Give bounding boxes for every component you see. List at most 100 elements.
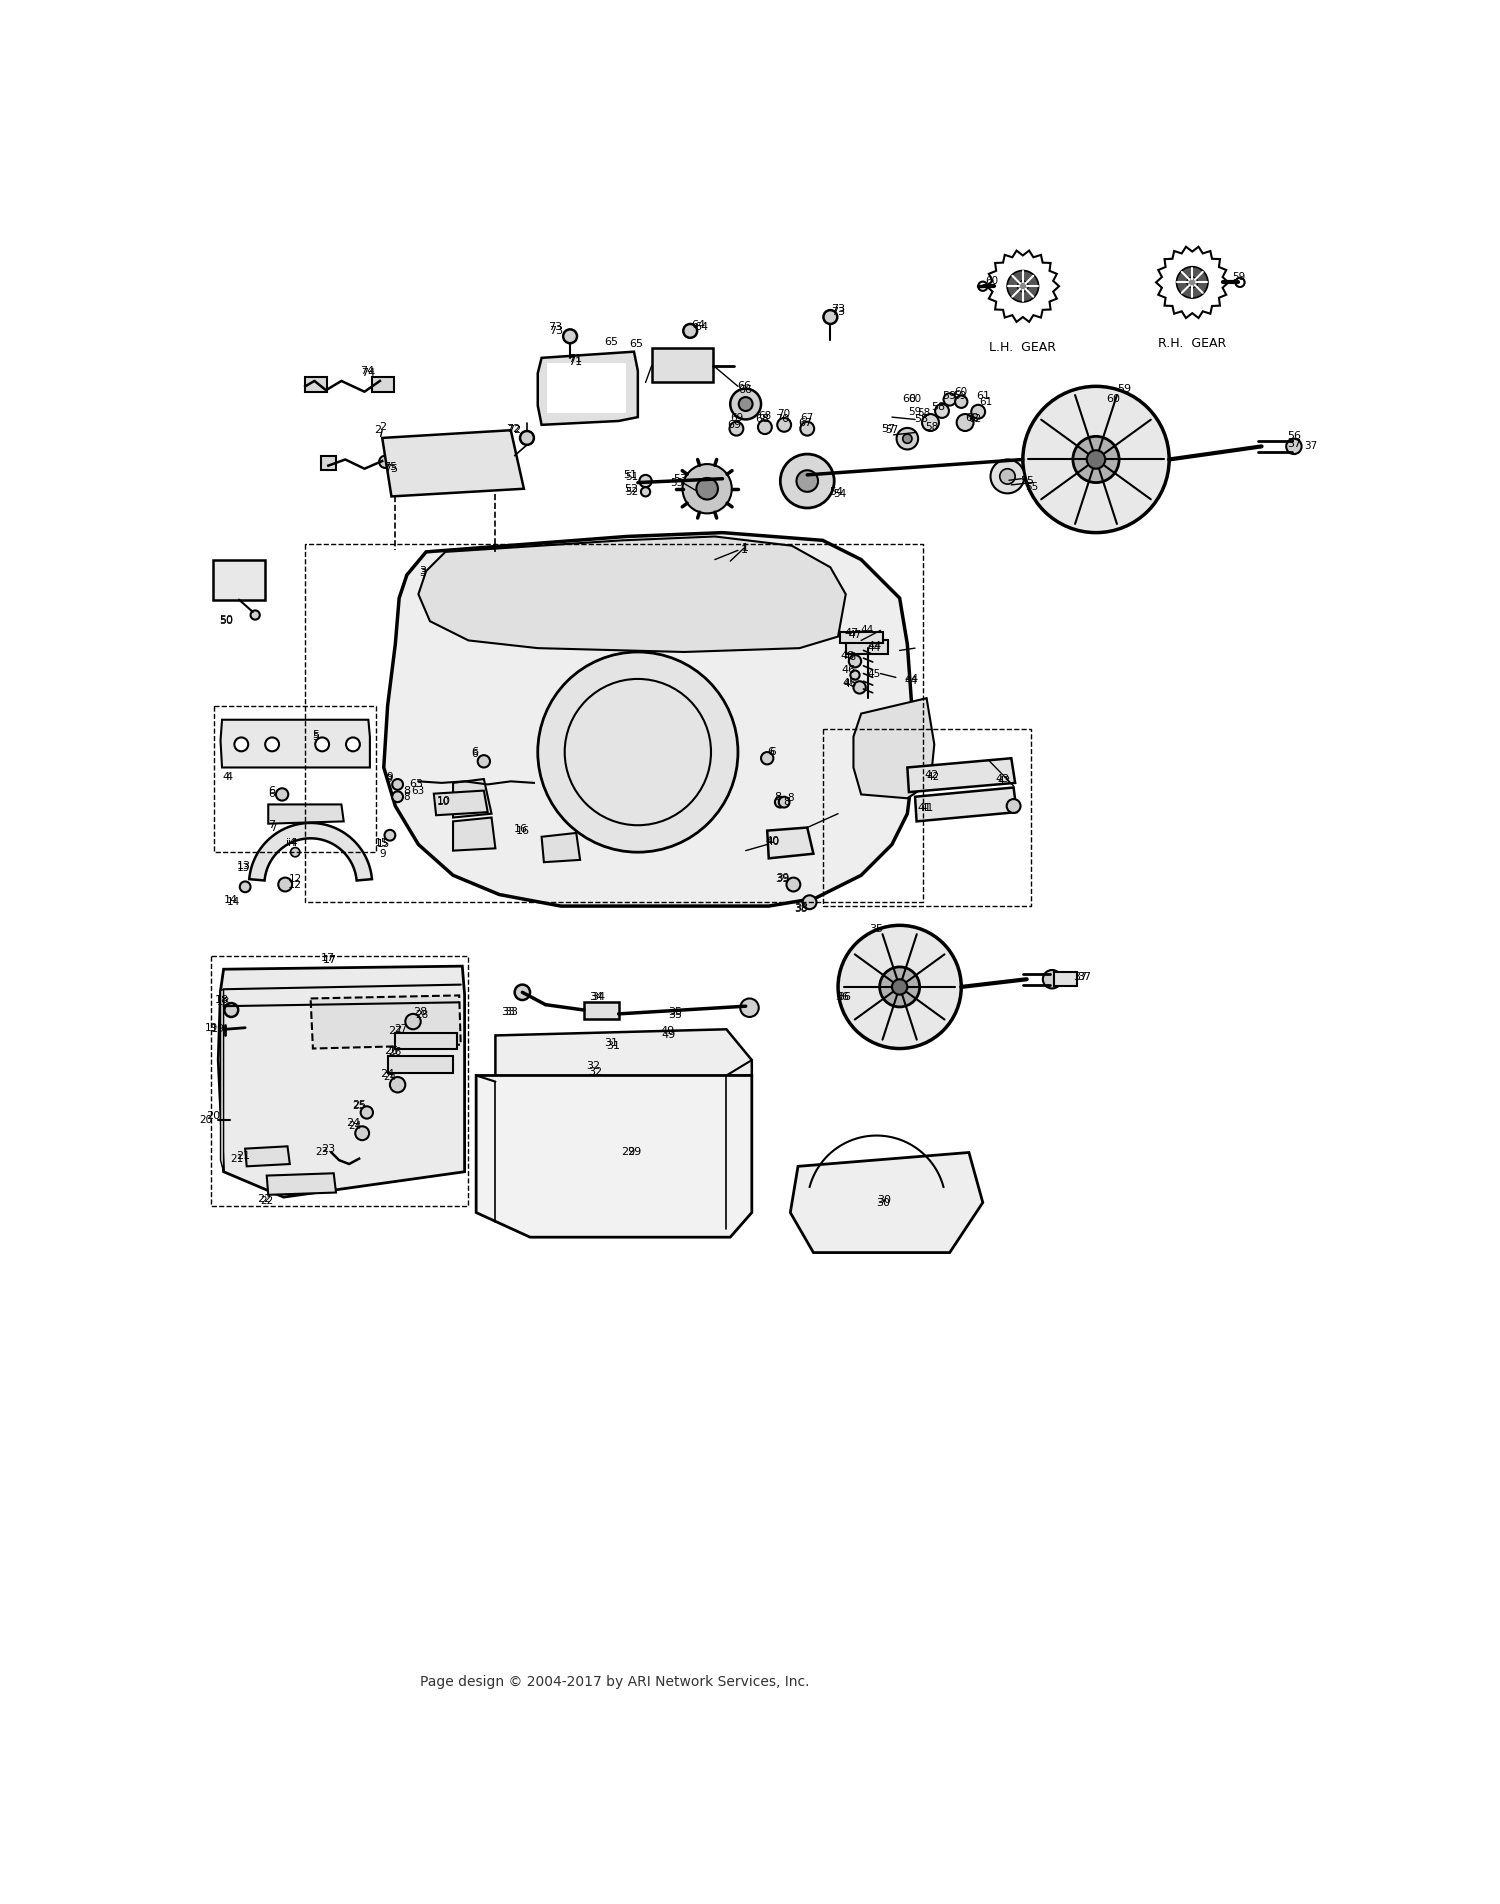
Text: 46: 46 xyxy=(842,666,856,676)
Text: 45: 45 xyxy=(867,668,880,678)
Text: 7: 7 xyxy=(270,823,278,832)
Text: 62: 62 xyxy=(969,415,981,425)
Text: 60: 60 xyxy=(902,394,916,404)
Text: 60: 60 xyxy=(1106,394,1120,404)
Text: 4: 4 xyxy=(226,771,232,783)
Circle shape xyxy=(251,611,260,619)
Text: 40: 40 xyxy=(765,836,780,845)
Circle shape xyxy=(934,404,950,417)
Text: 35: 35 xyxy=(668,1011,682,1021)
Text: 52: 52 xyxy=(626,487,639,497)
Text: 39: 39 xyxy=(776,874,789,883)
Text: 34: 34 xyxy=(591,992,604,1002)
Circle shape xyxy=(405,1013,420,1030)
Text: 43: 43 xyxy=(994,775,1010,784)
Text: 60: 60 xyxy=(986,276,999,286)
Polygon shape xyxy=(244,1146,290,1167)
Circle shape xyxy=(356,1127,369,1140)
Text: 50: 50 xyxy=(219,615,232,625)
Text: 74: 74 xyxy=(360,366,374,375)
Circle shape xyxy=(1007,800,1020,813)
Text: 73: 73 xyxy=(548,322,562,331)
Polygon shape xyxy=(766,828,813,859)
Text: 6: 6 xyxy=(770,746,776,758)
Polygon shape xyxy=(267,1173,336,1196)
Polygon shape xyxy=(220,720,370,767)
Text: 18: 18 xyxy=(214,996,230,1005)
Polygon shape xyxy=(384,533,915,906)
Circle shape xyxy=(853,682,865,693)
Text: 31: 31 xyxy=(606,1041,619,1051)
Bar xyxy=(372,377,394,392)
Circle shape xyxy=(1072,436,1119,482)
Circle shape xyxy=(562,329,578,343)
Circle shape xyxy=(684,324,698,337)
Circle shape xyxy=(360,1106,374,1118)
Text: 44: 44 xyxy=(904,676,918,685)
Text: 67: 67 xyxy=(798,417,813,428)
Text: 42: 42 xyxy=(926,771,939,783)
Text: 44: 44 xyxy=(861,625,874,636)
Text: 10: 10 xyxy=(436,798,450,807)
Circle shape xyxy=(1176,267,1208,299)
Circle shape xyxy=(225,1003,238,1017)
Bar xyxy=(396,1034,458,1049)
Text: 14: 14 xyxy=(226,897,240,906)
Text: 51: 51 xyxy=(622,470,638,480)
Circle shape xyxy=(738,398,753,411)
Circle shape xyxy=(537,651,738,853)
Circle shape xyxy=(477,756,490,767)
Text: 65: 65 xyxy=(630,339,644,348)
Circle shape xyxy=(1023,387,1168,533)
Text: 8: 8 xyxy=(404,792,410,802)
Text: 49: 49 xyxy=(660,1026,674,1036)
Text: 44: 44 xyxy=(867,644,880,653)
Text: 71: 71 xyxy=(567,356,582,367)
Bar xyxy=(1053,973,1077,986)
Text: 14: 14 xyxy=(224,895,238,904)
Text: 51: 51 xyxy=(626,472,639,482)
Text: 3: 3 xyxy=(419,565,426,577)
Text: 59: 59 xyxy=(942,392,957,402)
Circle shape xyxy=(1007,270,1038,303)
Text: 10: 10 xyxy=(436,796,451,805)
Bar xyxy=(548,364,627,413)
Circle shape xyxy=(892,979,908,994)
Text: 42: 42 xyxy=(926,771,939,781)
Polygon shape xyxy=(220,990,224,1171)
Text: 24: 24 xyxy=(384,1072,396,1081)
Circle shape xyxy=(1186,276,1197,288)
Text: 66: 66 xyxy=(738,385,753,396)
Circle shape xyxy=(240,882,250,893)
Text: 64: 64 xyxy=(692,320,705,329)
Circle shape xyxy=(315,737,328,752)
Polygon shape xyxy=(217,965,465,1198)
Text: 1: 1 xyxy=(741,545,747,556)
Text: 72: 72 xyxy=(507,425,522,436)
Circle shape xyxy=(990,459,1024,493)
Circle shape xyxy=(758,421,772,434)
Text: 6: 6 xyxy=(268,786,274,796)
Text: 40: 40 xyxy=(766,838,778,847)
Text: 18: 18 xyxy=(217,996,229,1007)
Text: 74: 74 xyxy=(362,367,375,379)
Text: 2: 2 xyxy=(378,423,386,432)
Text: 45: 45 xyxy=(843,678,856,687)
Text: i4: i4 xyxy=(288,838,297,847)
Circle shape xyxy=(729,423,744,436)
Text: 31: 31 xyxy=(604,1038,618,1047)
Text: 37: 37 xyxy=(1304,442,1317,451)
Polygon shape xyxy=(495,1030,752,1081)
Text: 69: 69 xyxy=(730,413,742,423)
Text: 9: 9 xyxy=(386,775,392,784)
Text: 20: 20 xyxy=(206,1110,220,1121)
Text: 53: 53 xyxy=(669,478,682,487)
Circle shape xyxy=(596,1041,610,1057)
Circle shape xyxy=(291,847,300,857)
Text: 56: 56 xyxy=(1287,432,1300,442)
Text: 60: 60 xyxy=(909,394,921,404)
Circle shape xyxy=(392,779,404,790)
Text: 6: 6 xyxy=(471,750,478,760)
Text: 41: 41 xyxy=(916,802,932,813)
Text: i4: i4 xyxy=(286,838,297,847)
